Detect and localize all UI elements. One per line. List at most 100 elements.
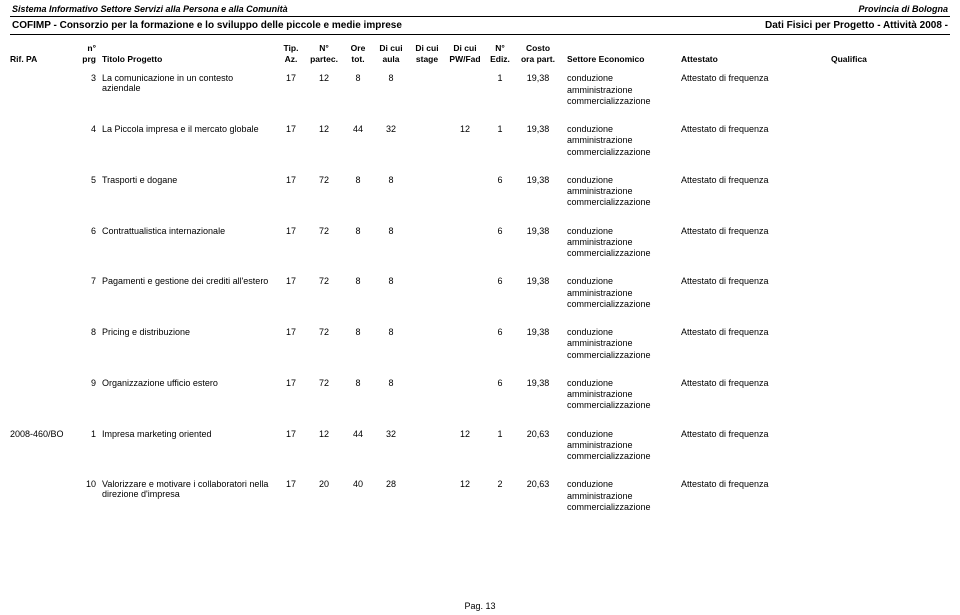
cell-cost: 19,38 xyxy=(515,226,561,236)
col-stage: Di cui stage xyxy=(409,43,445,64)
col-par: N° partec. xyxy=(305,43,343,64)
cell-att: Attestato di frequenza xyxy=(671,226,821,236)
cell-cost: 19,38 xyxy=(515,378,561,388)
cell-title: Valorizzare e motivare i collaboratori n… xyxy=(102,479,277,499)
cell-ore: 8 xyxy=(343,226,373,236)
cell-ore: 40 xyxy=(343,479,373,489)
cell-sett: conduzione amministrazione commercializz… xyxy=(561,73,671,107)
cell-prg: 5 xyxy=(80,175,102,185)
cell-ore: 8 xyxy=(343,276,373,286)
col-rif: Rif. PA xyxy=(10,54,80,64)
cell-sett: conduzione amministrazione commercializz… xyxy=(561,479,671,513)
table-row: 9Organizzazione ufficio estero177288619,… xyxy=(10,375,950,426)
cell-aula: 8 xyxy=(373,73,409,83)
col-cost: Costo ora part. xyxy=(515,43,561,64)
cell-sett: conduzione amministrazione commercializz… xyxy=(561,175,671,209)
col-ore: Ore tot. xyxy=(343,43,373,64)
cell-att: Attestato di frequenza xyxy=(671,429,821,439)
cell-par: 12 xyxy=(305,73,343,83)
cell-att: Attestato di frequenza xyxy=(671,73,821,83)
cell-prg: 10 xyxy=(80,479,102,489)
cell-pwfad: 12 xyxy=(445,429,485,439)
cell-cost: 19,38 xyxy=(515,124,561,134)
cell-ore: 44 xyxy=(343,124,373,134)
cell-prg: 8 xyxy=(80,327,102,337)
cell-par: 12 xyxy=(305,124,343,134)
table-row: 8Pricing e distribuzione177288619,38cond… xyxy=(10,324,950,375)
report-page: Sistema Informativo Settore Servizi alla… xyxy=(0,0,960,527)
col-ediz: N° Ediz. xyxy=(485,43,515,64)
cell-par: 12 xyxy=(305,429,343,439)
cell-sett: conduzione amministrazione commercializz… xyxy=(561,378,671,412)
cell-prg: 1 xyxy=(80,429,102,439)
cell-aula: 8 xyxy=(373,276,409,286)
cell-prg: 9 xyxy=(80,378,102,388)
cell-cost: 20,63 xyxy=(515,479,561,489)
cell-aula: 8 xyxy=(373,327,409,337)
cell-title: Organizzazione ufficio estero xyxy=(102,378,277,388)
org-left: COFIMP - Consorzio per la formazione e l… xyxy=(12,20,402,31)
table-body: 3La comunicazione in un contesto azienda… xyxy=(10,70,950,527)
cell-ediz: 1 xyxy=(485,429,515,439)
cell-aula: 8 xyxy=(373,175,409,185)
cell-tip: 17 xyxy=(277,175,305,185)
cell-rif: 2008-460/BO xyxy=(10,429,80,439)
cell-sett: conduzione amministrazione commercializz… xyxy=(561,429,671,463)
col-pwfad: Di cui PW/Fad xyxy=(445,43,485,64)
table-row: 10Valorizzare e motivare i collaboratori… xyxy=(10,476,950,527)
cell-cost: 20,63 xyxy=(515,429,561,439)
cell-ediz: 6 xyxy=(485,327,515,337)
cell-tip: 17 xyxy=(277,479,305,489)
cell-sett: conduzione amministrazione commercializz… xyxy=(561,327,671,361)
cell-att: Attestato di frequenza xyxy=(671,175,821,185)
cell-ore: 8 xyxy=(343,327,373,337)
cell-aula: 28 xyxy=(373,479,409,489)
cell-tip: 17 xyxy=(277,429,305,439)
cell-cost: 19,38 xyxy=(515,276,561,286)
cell-ediz: 6 xyxy=(485,175,515,185)
col-att: Attestato xyxy=(671,54,821,64)
cell-prg: 3 xyxy=(80,73,102,83)
table-row: 4La Piccola impresa e il mercato globale… xyxy=(10,121,950,172)
org-right: Dati Fisici per Progetto - Attività 2008… xyxy=(765,20,948,31)
cell-sett: conduzione amministrazione commercializz… xyxy=(561,276,671,310)
system-title-right: Provincia di Bologna xyxy=(858,4,948,14)
cell-title: La comunicazione in un contesto aziendal… xyxy=(102,73,277,93)
cell-aula: 32 xyxy=(373,429,409,439)
cell-tip: 17 xyxy=(277,378,305,388)
page-footer: Pag. 13 xyxy=(0,601,960,611)
cell-title: Pricing e distribuzione xyxy=(102,327,277,337)
cell-aula: 32 xyxy=(373,124,409,134)
col-title: Titolo Progetto xyxy=(102,54,277,64)
cell-par: 72 xyxy=(305,226,343,236)
cell-tip: 17 xyxy=(277,73,305,83)
cell-cost: 19,38 xyxy=(515,175,561,185)
org-header: COFIMP - Consorzio per la formazione e l… xyxy=(10,16,950,35)
table-row: 7Pagamenti e gestione dei crediti all'es… xyxy=(10,273,950,324)
column-headers: Rif. PA n° prg Titolo Progetto Tip. Az. … xyxy=(10,41,950,70)
cell-pwfad: 12 xyxy=(445,124,485,134)
cell-title: Contrattualistica internazionale xyxy=(102,226,277,236)
cell-aula: 8 xyxy=(373,226,409,236)
cell-par: 20 xyxy=(305,479,343,489)
cell-ore: 8 xyxy=(343,378,373,388)
cell-sett: conduzione amministrazione commercializz… xyxy=(561,124,671,158)
col-qual: Qualifica xyxy=(821,54,911,64)
cell-ediz: 6 xyxy=(485,378,515,388)
cell-att: Attestato di frequenza xyxy=(671,327,821,337)
table-row: 6Contrattualistica internazionale1772886… xyxy=(10,223,950,274)
cell-ore: 8 xyxy=(343,73,373,83)
cell-par: 72 xyxy=(305,327,343,337)
cell-ore: 44 xyxy=(343,429,373,439)
cell-pwfad: 12 xyxy=(445,479,485,489)
table-row: 2008-460/BO1Impresa marketing oriented17… xyxy=(10,426,950,477)
cell-prg: 4 xyxy=(80,124,102,134)
col-sett: Settore Economico xyxy=(561,54,671,64)
cell-cost: 19,38 xyxy=(515,327,561,337)
cell-ediz: 2 xyxy=(485,479,515,489)
cell-tip: 17 xyxy=(277,276,305,286)
cell-title: Pagamenti e gestione dei crediti all'est… xyxy=(102,276,277,286)
cell-aula: 8 xyxy=(373,378,409,388)
cell-par: 72 xyxy=(305,276,343,286)
cell-att: Attestato di frequenza xyxy=(671,276,821,286)
